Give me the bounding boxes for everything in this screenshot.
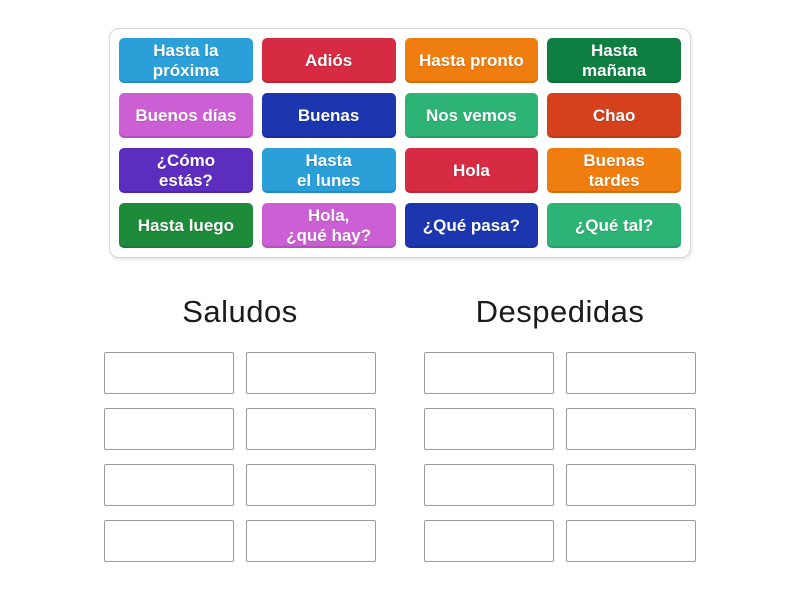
word-tile[interactable]: Buenas [261,93,396,138]
word-tile[interactable]: Hola, ¿qué hay? [261,203,396,248]
answer-slot[interactable] [424,464,554,506]
word-tile[interactable]: Buenos días [119,93,253,138]
word-tile[interactable]: Hola [404,148,539,193]
answer-slot[interactable] [246,352,376,394]
answer-slot[interactable] [104,352,234,394]
group-title-despedidas: Despedidas [475,294,645,329]
answer-slot[interactable] [424,408,554,450]
answer-slot[interactable] [566,352,696,394]
word-tile[interactable]: Hasta luego [119,203,253,248]
word-tile[interactable]: ¿Cómo estás? [119,148,253,193]
answer-slot[interactable] [424,352,554,394]
answer-slot[interactable] [246,464,376,506]
word-bank-grid: Hasta la próxima Adiós Hasta pronto Hast… [119,38,681,248]
answer-slot[interactable] [104,520,234,562]
word-tile[interactable]: Buenas tardes [547,148,681,193]
word-tile[interactable]: Chao [547,93,681,138]
word-bank: Hasta la próxima Adiós Hasta pronto Hast… [109,28,691,258]
answer-slot[interactable] [566,520,696,562]
answer-slots-despedidas [424,352,696,562]
answer-slot[interactable] [424,520,554,562]
group-title-saludos: Saludos [182,294,298,329]
answer-slot[interactable] [104,464,234,506]
word-tile[interactable]: ¿Qué tal? [547,203,681,248]
answer-slot[interactable] [246,408,376,450]
word-tile[interactable]: Nos vemos [404,93,539,138]
word-tile[interactable]: Hasta el lunes [261,148,396,193]
word-tile[interactable]: Hasta pronto [404,38,539,83]
answer-slot[interactable] [246,520,376,562]
answer-slot[interactable] [566,464,696,506]
answer-slot[interactable] [566,408,696,450]
word-tile[interactable]: Hasta la próxima [119,38,253,83]
answer-slots-saludos [104,352,376,562]
word-tile[interactable]: ¿Qué pasa? [404,203,539,248]
word-tile[interactable]: Hasta mañana [547,38,681,83]
answer-slot[interactable] [104,408,234,450]
word-tile[interactable]: Adiós [261,38,396,83]
